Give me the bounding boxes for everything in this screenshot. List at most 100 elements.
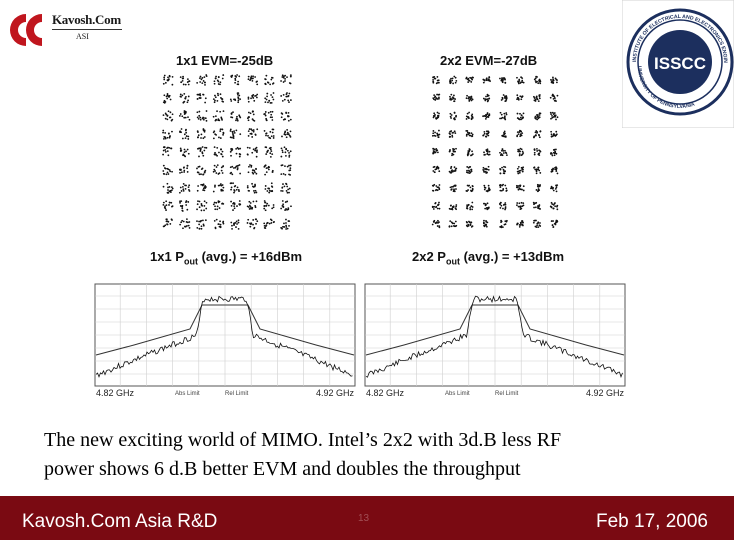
constellation-cluster: [196, 128, 206, 140]
constellation-cluster: [280, 182, 291, 194]
constellation-cluster: [500, 94, 508, 103]
kavosh-logo: [8, 10, 128, 50]
constellation-cluster: [247, 164, 258, 175]
constellation-cluster: [280, 200, 292, 211]
constellation-cluster: [482, 219, 489, 228]
constellation-cluster: [432, 75, 440, 85]
constellation-cluster: [482, 93, 491, 103]
constellation-cluster: [449, 75, 458, 85]
constellation-cluster: [501, 130, 507, 138]
constellation-cluster: [532, 94, 541, 103]
constellation-cluster: [432, 111, 440, 120]
constellation-cluster: [465, 165, 473, 174]
constellation-cluster: [230, 219, 240, 230]
constellation-cluster: [246, 218, 259, 230]
constellation-cluster: [247, 128, 259, 138]
constellation-cluster: [280, 164, 292, 176]
constellation-cluster: [482, 76, 491, 84]
constellation-cluster: [196, 110, 208, 122]
constellation-cluster: [448, 220, 458, 228]
constellation-cluster: [550, 166, 559, 175]
constellation-cluster: [532, 201, 541, 210]
logo-sub: ASI: [76, 32, 89, 41]
constellation-cluster: [229, 146, 242, 158]
spectrum-right-x-start: 4.82 GHz: [366, 388, 405, 398]
constellation-cluster: [499, 111, 508, 121]
constellation-cluster: [246, 182, 258, 194]
constellation-cluster: [534, 112, 542, 121]
constellation-cluster: [280, 218, 291, 230]
constellation-right-title: 2x2 EVM=-27dB: [440, 53, 538, 68]
constellation-left-plot: [162, 74, 292, 230]
constellation-cluster: [516, 94, 524, 101]
caption-line-1: The new exciting world of MIMO. Intel’s …: [44, 429, 562, 451]
constellation-left-title: 1x1 EVM=-25dB: [176, 53, 274, 68]
pout-left-title: 1x1 Pout (avg.) = +16dBm: [150, 249, 303, 267]
constellation-cluster: [499, 219, 508, 229]
constellation-cluster: [264, 74, 275, 86]
constellation-cluster: [516, 129, 524, 138]
spectrum-trace: [95, 295, 353, 378]
constellation-cluster: [162, 146, 173, 157]
constellation-cluster: [263, 110, 274, 122]
footer-bar: [0, 496, 734, 540]
spectrum-left-abs-limit: Abs Limit: [175, 391, 200, 397]
constellation-cluster: [533, 147, 542, 157]
constellation-cluster: [264, 146, 274, 158]
constellation-cluster: [549, 111, 559, 121]
constellation-cluster: [264, 182, 274, 194]
spectrum-mask-line: [365, 304, 625, 356]
constellation-cluster: [247, 93, 259, 103]
constellation-cluster: [212, 183, 225, 193]
spectrum-left-x-end: 4.92 GHz: [316, 388, 355, 398]
constellation-cluster: [196, 165, 207, 176]
constellation-cluster: [196, 93, 207, 104]
constellation-cluster: [280, 74, 292, 85]
constellation-cluster: [230, 200, 242, 211]
constellation-cluster: [229, 164, 242, 176]
constellation-cluster: [482, 112, 491, 120]
constellation-cluster: [517, 147, 525, 157]
constellation-cluster: [246, 200, 258, 210]
constellation-cluster: [482, 130, 490, 138]
constellation-right-plot: [431, 75, 559, 229]
constellation-cluster: [281, 129, 292, 139]
constellation-cluster: [162, 74, 174, 86]
spectrum-right-plot: [364, 283, 626, 387]
constellation-cluster: [550, 219, 559, 229]
constellation-cluster: [212, 92, 225, 104]
constellation-cluster: [162, 200, 174, 211]
constellation-cluster: [465, 201, 474, 211]
constellation-cluster: [516, 76, 525, 85]
constellation-cluster: [229, 92, 242, 104]
constellation-cluster: [466, 148, 474, 157]
spectrum-right-abs-limit: Abs Limit: [445, 391, 470, 397]
constellation-cluster: [516, 165, 525, 175]
constellation-cluster: [162, 182, 174, 194]
constellation-cluster: [483, 184, 491, 193]
constellation-cluster: [532, 219, 542, 229]
constellation-cluster: [179, 92, 190, 104]
constellation-cluster: [482, 165, 490, 174]
constellation-cluster: [264, 92, 275, 104]
constellation-cluster: [212, 110, 225, 122]
constellation-cluster: [179, 75, 191, 86]
constellation-cluster: [179, 218, 191, 230]
spectrum-left-rel-limit: Rel Limit: [225, 391, 249, 397]
constellation-cluster: [162, 164, 173, 176]
constellation-cluster: [179, 128, 190, 140]
constellation-cluster: [535, 183, 542, 193]
spectrum-left-plot: [94, 283, 356, 387]
constellation-cluster: [516, 219, 524, 228]
constellation-cluster: [431, 219, 441, 229]
spectrum-mask-line: [95, 304, 355, 356]
seal-center: ISSCC: [654, 54, 706, 73]
constellation-cluster: [432, 147, 439, 155]
constellation-cluster: [432, 165, 441, 174]
spectrum-right-rel-limit: Rel Limit: [495, 391, 519, 397]
constellation-cluster: [465, 184, 474, 193]
constellation-cluster: [246, 110, 256, 122]
constellation-cluster: [179, 200, 190, 212]
logo-divider: [52, 29, 122, 30]
constellation-cluster: [550, 76, 558, 85]
